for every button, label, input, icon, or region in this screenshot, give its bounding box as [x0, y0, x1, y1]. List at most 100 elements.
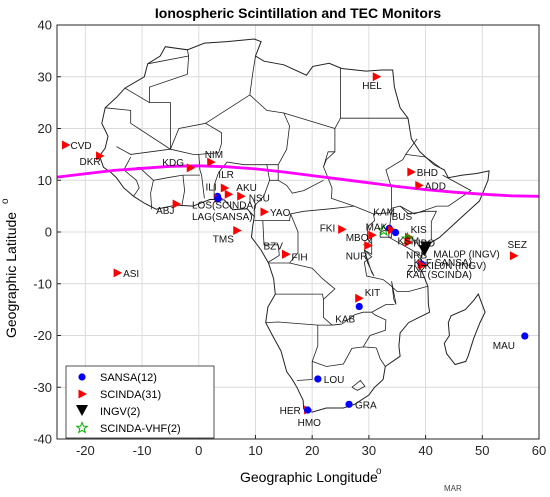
country-border: [385, 138, 418, 209]
lake-outline: [363, 249, 375, 277]
station-label: FKI: [320, 223, 336, 234]
country-border: [116, 146, 171, 155]
station-marker-scinda: [415, 180, 424, 190]
station-marker-scinda: [237, 191, 246, 201]
x-tick-label: 10: [248, 443, 262, 458]
country-border: [312, 346, 377, 367]
station-label: KAB: [335, 315, 355, 326]
country-border: [275, 293, 324, 300]
legend-label-ingv: INGV(2): [100, 406, 140, 418]
country-border: [213, 172, 219, 200]
station-label: BUS: [392, 212, 413, 223]
station-label: DKR: [80, 157, 101, 168]
lake-outline: [391, 281, 397, 305]
legend-frame: [65, 365, 215, 439]
station-marker-scinda: [96, 151, 105, 161]
source-mark: MAR: [444, 484, 462, 493]
station-marker-scinda: [372, 72, 382, 82]
station-label: SEZ: [508, 240, 527, 251]
station-label: ILR: [218, 170, 234, 181]
station-label: CVD: [71, 141, 92, 152]
station-label: ASI: [123, 269, 139, 280]
y-tick-label: -20: [33, 328, 52, 343]
station-label: KAL (SCINDA): [406, 270, 472, 281]
station-label: KIL0N (INGV): [425, 261, 487, 272]
station-label: BZV: [264, 241, 284, 252]
station-marker-scinda: [355, 293, 364, 303]
station-label: KIT: [365, 288, 381, 299]
legend-marker-vhf: [75, 421, 89, 434]
x-tick-label: 20: [305, 443, 319, 458]
country-border: [351, 379, 366, 391]
country-border: [249, 68, 341, 129]
station-label: KIS: [411, 225, 427, 236]
station-label: GRA: [355, 400, 377, 411]
country-border: [187, 49, 189, 57]
station-marker-sansa: [314, 375, 322, 383]
station-label: NRB: [406, 250, 427, 261]
station-label: NUR: [346, 252, 368, 263]
x-tick-label: -20: [76, 443, 95, 458]
station-label: AKU: [236, 183, 257, 194]
country-border: [105, 102, 171, 150]
legend-label-sansa: SANSA(12): [100, 372, 157, 384]
country-border: [388, 236, 422, 257]
country-border: [123, 156, 140, 197]
y-tick-label: -30: [33, 380, 52, 395]
country-border: [124, 55, 190, 104]
x-tick-label: 40: [418, 443, 432, 458]
country-border: [170, 122, 222, 155]
x-tick-label: -10: [133, 443, 152, 458]
station-label: ILI: [206, 182, 217, 193]
y-tick-label: -40: [33, 432, 52, 447]
station-label: KAM: [373, 207, 395, 218]
station-label: MAK: [366, 222, 388, 233]
station-label: LOS(SCINDA): [192, 200, 256, 211]
station-markers: [62, 72, 529, 415]
y-tick-label: 10: [38, 173, 52, 188]
y-tick-labels: -40 -30 -20 -10 0 10 20 30 40: [33, 18, 61, 447]
station-marker-scinda: [509, 251, 519, 261]
station-label: NIM: [205, 150, 223, 161]
station-label: MAL0P (INGV): [433, 250, 500, 261]
station-marker-scinda: [364, 240, 373, 250]
country-border: [323, 151, 335, 167]
country-border: [375, 347, 386, 367]
magnetic-equator-line: [56, 164, 540, 198]
y-tick-label: 20: [38, 121, 52, 136]
x-axis-label: Geographic Longitude o: [240, 466, 382, 485]
station-marker-scinda: [172, 199, 182, 209]
y-tick-label: 30: [38, 69, 52, 84]
country-border: [373, 205, 438, 241]
station-marker-scinda: [113, 268, 123, 278]
station-label: MBO: [346, 233, 369, 244]
station-label: FIH: [292, 252, 308, 263]
country-border: [253, 164, 271, 217]
legend-marker-scinda: [78, 389, 87, 399]
legend-label-vhf: SCINDA-VHF(2): [100, 423, 181, 435]
station-label: KLF SANSA): [414, 258, 472, 269]
legend-box: SANSA(12) SCINDA(31) INGV(2) SCINDA-VHF(2): [65, 365, 215, 439]
legend-label-scinda: SCINDA(31): [100, 389, 161, 401]
station-label: YAO: [270, 208, 291, 219]
station-label: HMO: [298, 418, 322, 429]
station-marker-scinda: [368, 230, 377, 240]
x-axis-title: Geographic Longitude: [240, 469, 378, 485]
station-marker-sansa: [214, 195, 222, 203]
africa-coastline: [98, 38, 490, 413]
country-border: [367, 237, 373, 245]
station-marker-sansa: [391, 228, 400, 237]
y-tick-label: 40: [38, 18, 52, 33]
station-marker-scinda: [282, 249, 291, 259]
station-marker-scinda: [224, 189, 234, 199]
country-border: [268, 213, 299, 264]
country-border: [289, 262, 341, 326]
station-marker-sansa: [355, 302, 363, 311]
y-axis-degree: o: [0, 198, 11, 204]
y-tick-label: -10: [33, 276, 52, 291]
chart-title: Ionospheric Scintillation and TEC Monito…: [155, 5, 441, 21]
y-axis-title: Geographic Latitude: [3, 212, 19, 338]
station-label: KDG: [162, 158, 184, 169]
x-tick-label: 0: [195, 443, 202, 458]
